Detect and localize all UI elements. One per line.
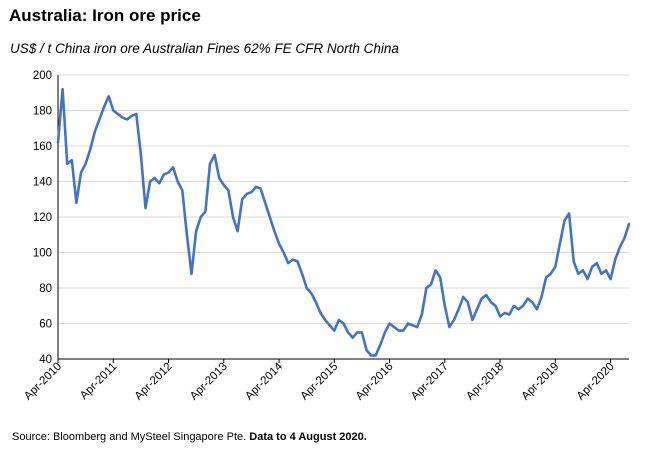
y-tick-label: 80 xyxy=(39,283,52,295)
x-tick-label: Apr-2016 xyxy=(354,361,396,403)
chart-title: Australia: Iron ore price xyxy=(9,6,201,25)
x-tick-label: Apr-2013 xyxy=(188,361,230,403)
y-tick-label: 100 xyxy=(33,248,52,260)
x-tick-label: Apr-2014 xyxy=(243,360,285,402)
source-note: Source: Bloomberg and MySteel Singapore … xyxy=(12,431,367,443)
source-text: Source: Bloomberg and MySteel Singapore … xyxy=(12,431,247,443)
x-tick-label: Apr-2018 xyxy=(464,361,506,403)
line-chart: 40 60 80 100 120 140 160 180 200 Apr-2010 Apr-2011… xyxy=(22,70,631,403)
series-line-iron-ore-price xyxy=(56,87,631,357)
data-date-note: Data to 4 August 2020. xyxy=(249,431,367,443)
y-tick-label: 140 xyxy=(33,177,52,189)
y-tick-label: 200 xyxy=(33,70,52,82)
x-tick-label: Apr-2012 xyxy=(133,361,175,403)
x-tick-label: Apr-2020 xyxy=(575,361,617,403)
y-tick-label: 160 xyxy=(33,141,52,153)
x-tick-label: Apr-2017 xyxy=(409,361,451,403)
x-tick-label: Apr-2019 xyxy=(520,361,562,403)
y-tick-label: 120 xyxy=(33,212,52,224)
x-tick-label: Apr-2010 xyxy=(22,361,64,403)
y-tick-label: 180 xyxy=(33,106,52,118)
x-tick-label: Apr-2015 xyxy=(298,361,340,403)
y-tick-label: 40 xyxy=(39,354,52,366)
x-tick-label: Apr-2011 xyxy=(78,361,119,402)
y-axis-unit-label: US$ / t China iron ore Australian Fines … xyxy=(10,41,399,56)
y-tick-label: 60 xyxy=(39,319,52,331)
